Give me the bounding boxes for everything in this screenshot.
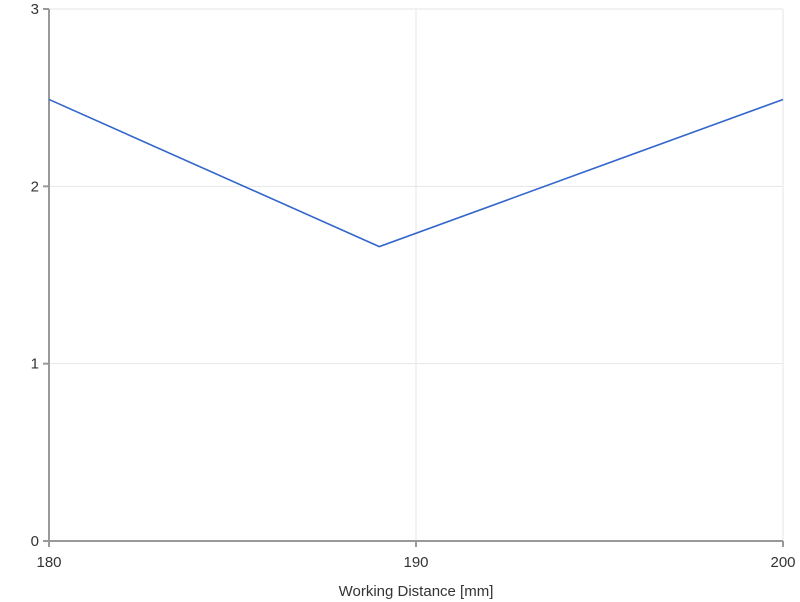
tick-labels: 0 1 2 3 180 190 200	[31, 1, 796, 571]
series	[48, 98, 784, 248]
x-tick-label-1: 190	[403, 554, 428, 571]
y-tick-label-2: 2	[31, 178, 39, 195]
series-line-0	[48, 98, 784, 248]
y-tick-label-0: 0	[31, 533, 39, 550]
grid	[49, 8, 784, 541]
x-tick-label-2: 200	[770, 554, 795, 571]
y-tick-label-1: 1	[31, 356, 39, 373]
axes	[43, 8, 784, 547]
x-axis-title: Working Distance [mm]	[339, 583, 494, 600]
x-tick-label-0: 180	[36, 554, 61, 571]
y-tick-label-3: 3	[31, 1, 39, 18]
